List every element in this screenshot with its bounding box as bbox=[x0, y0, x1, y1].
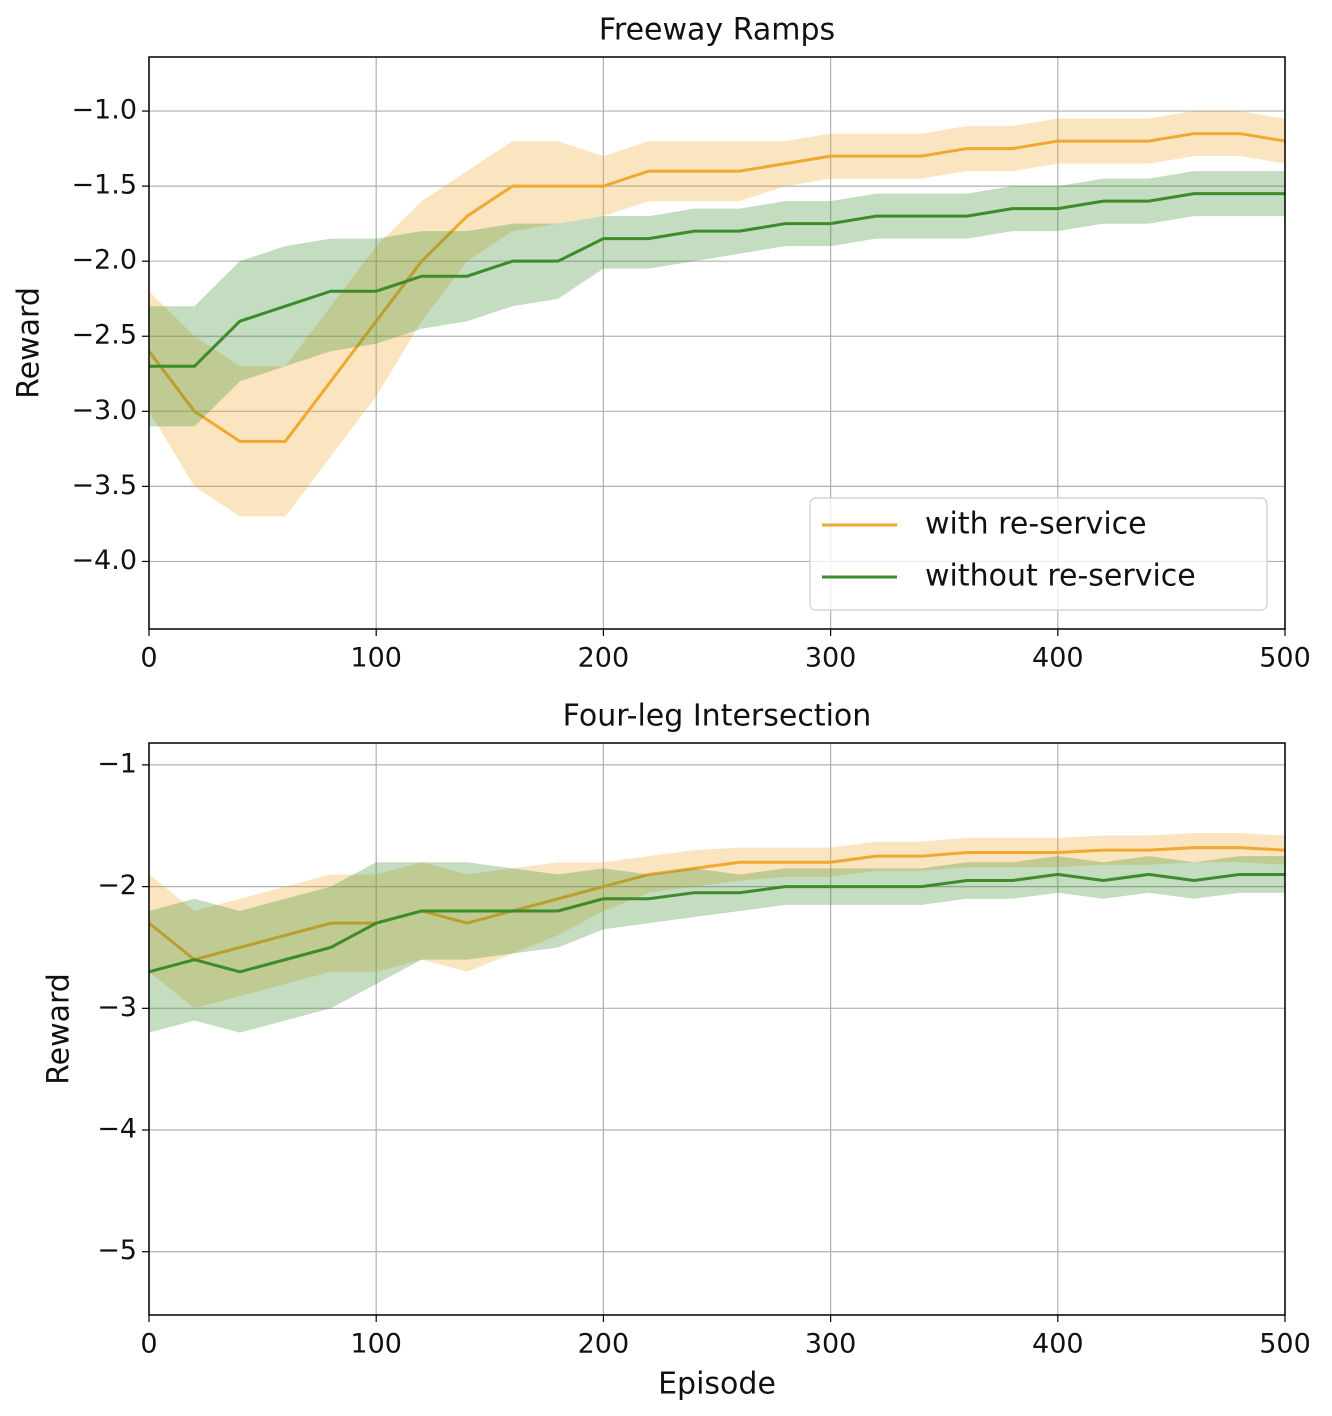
chart-title: Four-leg Intersection bbox=[563, 699, 872, 734]
axes-frame bbox=[148, 742, 1286, 1316]
x-tick-label: 100 bbox=[350, 643, 402, 674]
x-tick-label: 200 bbox=[578, 1329, 630, 1360]
y-tick-label: −2 bbox=[97, 870, 137, 901]
line bbox=[149, 872, 1285, 974]
y-tick-label: −3.0 bbox=[71, 395, 137, 426]
x-axis-label: Episode bbox=[658, 1367, 776, 1402]
x-tick-label: 200 bbox=[578, 643, 630, 674]
y-axis-label: Reward bbox=[12, 287, 47, 399]
line bbox=[149, 192, 1285, 368]
confidence-band bbox=[149, 856, 1285, 1033]
line bbox=[149, 132, 1285, 443]
plot-area bbox=[149, 833, 1285, 1033]
y-tick-label: −1.0 bbox=[71, 95, 137, 126]
confidence-band bbox=[149, 833, 1285, 1009]
x-tick-label: 0 bbox=[140, 643, 157, 674]
plot-area bbox=[149, 111, 1285, 517]
y-tick-label: −1 bbox=[97, 748, 137, 779]
y-tick-label: −4.0 bbox=[71, 545, 137, 576]
y-tick-label: −1.5 bbox=[71, 170, 137, 201]
x-tick-label: 400 bbox=[1032, 643, 1084, 674]
axes-frame bbox=[148, 56, 1286, 630]
y-axis-label: Reward bbox=[42, 973, 77, 1085]
confidence-band bbox=[149, 111, 1285, 517]
confidence-band bbox=[149, 171, 1285, 427]
x-tick-label: 300 bbox=[805, 1329, 857, 1360]
y-tick-label: −5 bbox=[97, 1235, 137, 1266]
legend-label: without re-service bbox=[925, 559, 1196, 594]
chart-title: Freeway Ramps bbox=[599, 13, 835, 48]
y-tick-label: −2.5 bbox=[71, 320, 137, 351]
y-tick-label: −3.5 bbox=[71, 470, 137, 501]
line bbox=[149, 846, 1285, 962]
x-tick-label: 300 bbox=[805, 643, 857, 674]
x-tick-label: 400 bbox=[1032, 1329, 1084, 1360]
x-tick-label: 0 bbox=[140, 1329, 157, 1360]
x-tick-label: 500 bbox=[1259, 1329, 1311, 1360]
y-tick-label: −2.0 bbox=[71, 245, 137, 276]
y-tick-label: −4 bbox=[97, 1114, 137, 1145]
x-tick-label: 100 bbox=[350, 1329, 402, 1360]
legend-label: with re-service bbox=[925, 507, 1147, 542]
legend-box bbox=[809, 497, 1268, 611]
y-tick-label: −3 bbox=[97, 992, 137, 1023]
x-tick-label: 500 bbox=[1259, 643, 1311, 674]
